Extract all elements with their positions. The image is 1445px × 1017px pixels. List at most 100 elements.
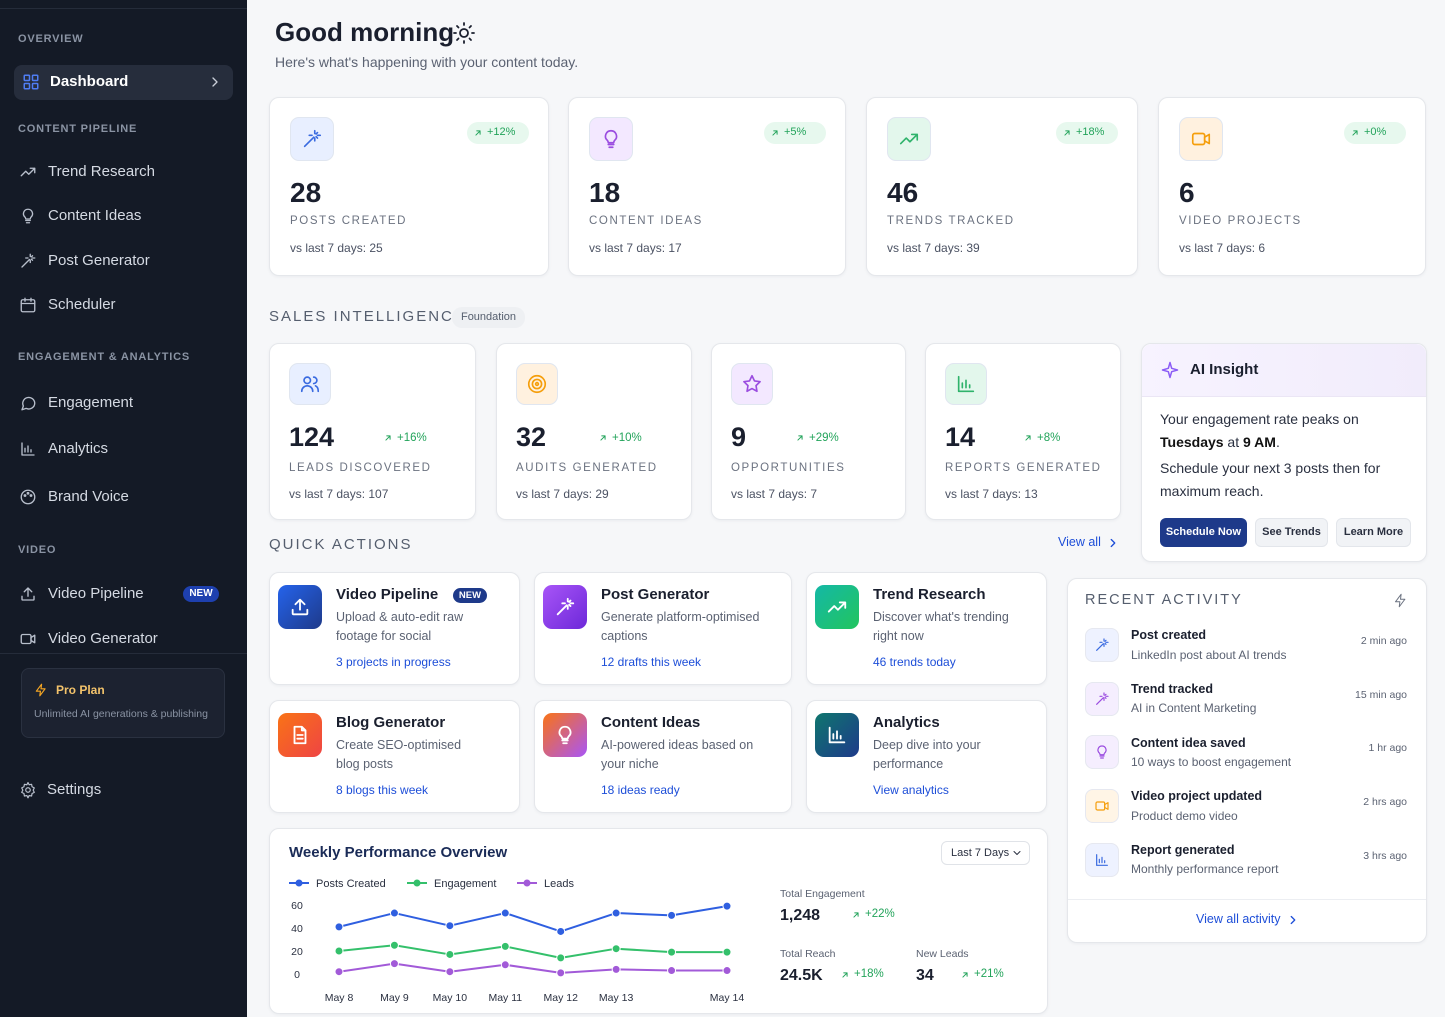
quick-link[interactable]: 46 trends today (873, 654, 956, 669)
x-tick-label: May 10 (433, 992, 468, 1004)
activity-item-title: Post created (1131, 628, 1207, 643)
range-select[interactable]: Last 7 Days (941, 841, 1030, 865)
page-title: Good morning (275, 16, 455, 47)
sales-change: +10% (612, 431, 642, 444)
perf-stat-label: New Leads (916, 948, 969, 961)
icon (1161, 361, 1179, 379)
data-point (389, 908, 399, 918)
insight-button[interactable]: Learn More (1336, 518, 1411, 547)
quick-desc: Discover what's trending right now (873, 610, 1009, 643)
activity-time: 1 hr ago (1368, 742, 1407, 755)
quick-link[interactable]: View analytics (873, 782, 949, 797)
chart-title: Weekly Performance Overview (289, 843, 508, 861)
data-point (611, 964, 621, 974)
series-line (338, 962, 727, 974)
sales-value: 14 (945, 422, 976, 453)
activity-item-title: Video project updated (1131, 789, 1263, 804)
data-point (667, 910, 677, 920)
section-title: QUICK ACTIONS (269, 535, 413, 553)
activity-divider (1068, 899, 1426, 900)
stat-label: POSTS CREATED (290, 214, 408, 227)
nav-item-label[interactable]: Trend Research (48, 162, 155, 180)
section-badge: Foundation (452, 307, 525, 328)
sales-icon (516, 363, 558, 405)
quick-link[interactable]: 12 drafts this week (601, 654, 702, 669)
sales-compare: vs last 7 days: 13 (945, 486, 1038, 501)
data-point (334, 967, 344, 977)
quick-desc: Generate platform-optimised captions (601, 610, 760, 643)
activity-time: 2 hrs ago (1363, 796, 1407, 809)
sales-icon (731, 363, 773, 405)
quick-icon (815, 585, 859, 629)
insight-button[interactable]: Schedule Now (1160, 518, 1247, 547)
quick-link[interactable]: 3 projects in progress (336, 654, 451, 669)
insight-button[interactable]: See Trends (1255, 518, 1328, 547)
perf-stat-change: +18% (854, 967, 884, 980)
data-point (722, 966, 732, 976)
nav-item-active[interactable] (14, 65, 233, 100)
icon (1395, 593, 1406, 608)
series-line (338, 944, 727, 959)
activity-footer-link[interactable]: View all activity (1196, 912, 1281, 927)
icon (21, 253, 36, 268)
sales-value: 124 (289, 422, 335, 453)
data-point (611, 908, 621, 918)
nav-item-label[interactable]: Scheduler (48, 295, 116, 313)
nav-item-label[interactable]: Dashboard (50, 72, 129, 90)
nav-item-label[interactable]: Video Pipeline (48, 584, 144, 602)
icon (1013, 851, 1021, 855)
legend-label: Posts Created (316, 878, 386, 890)
activity-time: 3 hrs ago (1363, 849, 1407, 862)
icon (385, 435, 391, 441)
data-point (334, 946, 344, 956)
nav-item-label[interactable]: Video Generator (48, 629, 158, 647)
data-point (500, 908, 510, 918)
nav-item-label[interactable]: Settings (47, 780, 102, 798)
sidebar-divider (0, 653, 247, 654)
activity-icon (1085, 842, 1119, 877)
x-tick-label: May 14 (710, 992, 745, 1004)
icon (772, 130, 778, 136)
nav-item-label[interactable]: Content Ideas (48, 206, 142, 224)
stat-value: 18 (589, 176, 621, 208)
performance-card (269, 828, 1048, 1014)
icon (1097, 745, 1107, 759)
perf-stat-label: Total Reach (780, 948, 836, 961)
perf-stat-label: Total Engagement (780, 888, 865, 901)
data-point (500, 941, 510, 951)
plot: 0 20 40 60 May 8 May 9 May 10 May 11 May 12 May 1… (289, 878, 744, 1004)
quick-link[interactable]: 8 blogs this week (336, 782, 429, 797)
data-point (556, 953, 566, 963)
data-point (445, 949, 455, 959)
quick-title: Content Ideas (601, 713, 701, 731)
sales-icon (289, 363, 331, 405)
icon (475, 130, 481, 136)
sidebar-section-title: VIDEO (18, 544, 57, 557)
quick-title: Analytics (873, 713, 940, 731)
plan-title: Pro Plan (56, 682, 105, 697)
x-tick-label: May 8 (325, 992, 354, 1004)
series-line (338, 905, 728, 933)
activity-item-title: Content idea saved (1131, 735, 1246, 750)
legend-swatch-dot (295, 879, 303, 887)
perf-stat-value: 34 (916, 967, 934, 985)
icon (23, 74, 39, 90)
stat-icon (1179, 117, 1223, 161)
nav-item-label[interactable]: Engagement (48, 393, 134, 411)
data-point (334, 922, 344, 932)
view-all-link[interactable]: View all (1058, 535, 1101, 550)
quick-desc: AI-powered ideas based on your niche (601, 738, 754, 771)
sidebar-section-title: ENGAGEMENT & ANALYTICS (18, 351, 191, 364)
nav-item-label[interactable]: Brand Voice (48, 487, 129, 505)
nav-item-label[interactable]: Analytics (48, 439, 109, 457)
sales-label: AUDITS GENERATED (516, 461, 658, 474)
insight-header (1142, 344, 1426, 397)
legend-swatch-dot (413, 879, 421, 887)
nav-item-label[interactable]: Post Generator (48, 251, 150, 269)
icon (1025, 435, 1031, 441)
quick-link[interactable]: 18 ideas ready (601, 782, 680, 797)
change-pill (1056, 122, 1118, 144)
legend-label: Leads (544, 878, 574, 890)
change-pill (1344, 122, 1406, 144)
icon (527, 374, 547, 394)
